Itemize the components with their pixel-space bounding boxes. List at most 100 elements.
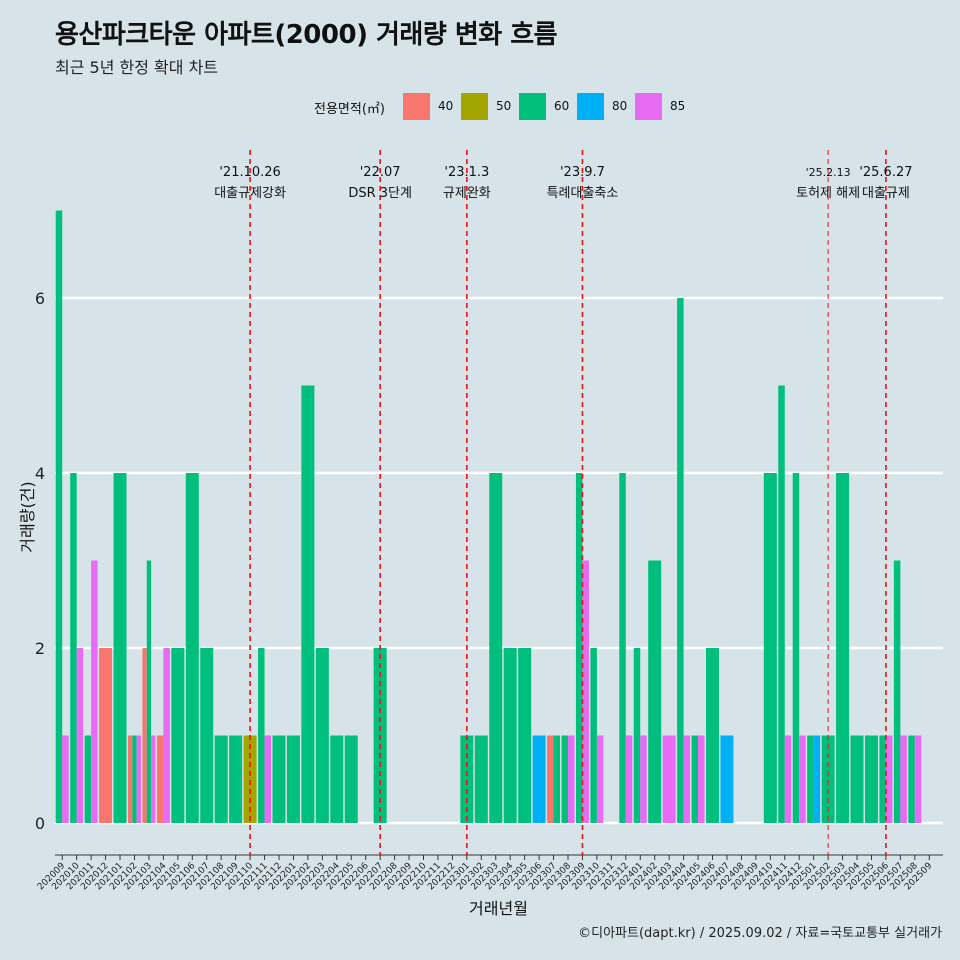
bar-202012-40 [99, 648, 113, 823]
bar-202303-60 [489, 473, 503, 823]
legend-label-50: 50 [496, 99, 512, 113]
bar-202011-85 [91, 560, 98, 823]
bar-202111-60 [258, 648, 265, 823]
bar-202405-60 [691, 735, 699, 823]
bar-202504-60 [850, 735, 864, 823]
legend-swatch-85 [635, 93, 662, 120]
bar-202009-85 [62, 735, 69, 823]
bar-202111-85 [264, 735, 272, 823]
bar-202508-60 [908, 735, 915, 823]
chart-title: 용산파크타운 아파트(2000) 거래량 변화 흐름 [55, 20, 558, 50]
bar-202103-85 [151, 735, 156, 823]
bar-202201-60 [286, 735, 300, 823]
legend-label-40: 40 [438, 99, 454, 113]
legend-swatch-60 [519, 93, 546, 120]
bar-202301-60 [460, 735, 474, 823]
bar-202202-60 [301, 385, 315, 823]
bar-202501-80 [813, 735, 821, 823]
y-tick-label: 4 [35, 464, 45, 483]
event-label-202301: 규제완화 [443, 186, 491, 201]
bar-202505-60 [864, 735, 878, 823]
bar-202102-85 [136, 735, 141, 823]
bar-202502-60 [821, 735, 835, 823]
bar-202405-85 [698, 735, 705, 823]
bar-202110-50 [243, 735, 257, 823]
bar-202402-60 [648, 560, 662, 823]
bar-202411-60 [778, 385, 785, 823]
bar-202102-60 [132, 735, 137, 823]
bar-202307-40 [547, 735, 554, 823]
bar-202407-80 [720, 735, 734, 823]
legend-swatch-40 [403, 93, 430, 120]
event-date-202207: '22.07 [360, 165, 401, 180]
legend: 전용면적(㎡) 40 50 60 80 85 [0, 92, 960, 122]
event-date-202506: '25.6.27 [859, 165, 912, 180]
y-tick-label: 6 [35, 289, 45, 308]
bar-202305-60 [518, 648, 532, 823]
event-label-202502: 토허제 해제 [796, 186, 860, 201]
bar-202404-85 [683, 735, 691, 823]
bar-202306-80 [532, 735, 546, 823]
bar-202108-60 [214, 735, 228, 823]
bar-202107-60 [200, 648, 214, 823]
bar-202307-60 [553, 735, 561, 823]
bar-202506-85 [885, 735, 893, 823]
bar-202401-60 [633, 648, 641, 823]
bar-202104-85 [163, 648, 170, 823]
bar-202104-40 [156, 735, 164, 823]
legend-label-85: 85 [670, 99, 686, 113]
bar-202412-85 [799, 735, 806, 823]
bar-202404-60 [677, 298, 684, 823]
y-tick-label: 0 [35, 814, 45, 833]
event-label-202506: 대출규제 [862, 186, 910, 201]
bar-202009-60 [55, 210, 63, 823]
bar-202312-60 [619, 473, 626, 823]
bar-202302-60 [474, 735, 488, 823]
event-label-202207: DSR 3단계 [348, 186, 412, 201]
x-axis-label: 거래년월 [469, 899, 528, 918]
bar-202304-60 [503, 648, 517, 823]
bar-202506-60 [879, 735, 886, 823]
bar-202411-85 [784, 735, 792, 823]
bar-202112-60 [272, 735, 286, 823]
chart-subtitle: 최근 5년 한정 확대 차트 [55, 58, 219, 77]
bar-202308-60 [561, 735, 569, 823]
bar-202501-60 [807, 735, 814, 823]
event-date-202502: '25.2.13 [806, 166, 851, 179]
bar-202102-40 [127, 735, 133, 823]
legend-label-80: 80 [612, 99, 628, 113]
bar-202309-60 [575, 473, 583, 823]
bar-202010-85 [76, 648, 84, 823]
bar-202011-60 [84, 735, 92, 823]
bar-202312-85 [625, 735, 633, 823]
bar-202507-85 [900, 735, 907, 823]
y-tick-label: 2 [35, 639, 45, 658]
bar-202310-60 [590, 648, 597, 823]
bar-202310-85 [596, 735, 604, 823]
bar-202403-85 [662, 735, 676, 823]
bar-202010-60 [70, 473, 77, 823]
bar-202508-85 [914, 735, 922, 823]
legend-title: 전용면적(㎡) [314, 102, 385, 117]
event-label-202309: 특례대출축소 [547, 186, 619, 201]
legend-swatch-80 [577, 93, 604, 120]
bar-202106-60 [185, 473, 199, 823]
event-date-202301: '23.1.3 [444, 165, 489, 180]
event-date-202110: '21.10.26 [219, 165, 280, 180]
event-label-202110: 대출규제강화 [214, 186, 286, 201]
bar-202205-60 [344, 735, 358, 823]
bar-202308-85 [568, 735, 575, 823]
legend-swatch-50 [461, 93, 488, 120]
bar-202103-40 [142, 648, 147, 823]
bar-202109-60 [229, 735, 243, 823]
bar-202503-60 [836, 473, 850, 823]
bar-202105-60 [171, 648, 185, 823]
bar-202406-60 [706, 648, 720, 823]
bar-202204-60 [330, 735, 344, 823]
bar-202401-85 [640, 735, 647, 823]
bar-202309-85 [582, 560, 589, 823]
bar-202203-60 [315, 648, 329, 823]
bar-202507-60 [893, 560, 901, 823]
y-axis-label: 거래량(건) [18, 481, 37, 553]
